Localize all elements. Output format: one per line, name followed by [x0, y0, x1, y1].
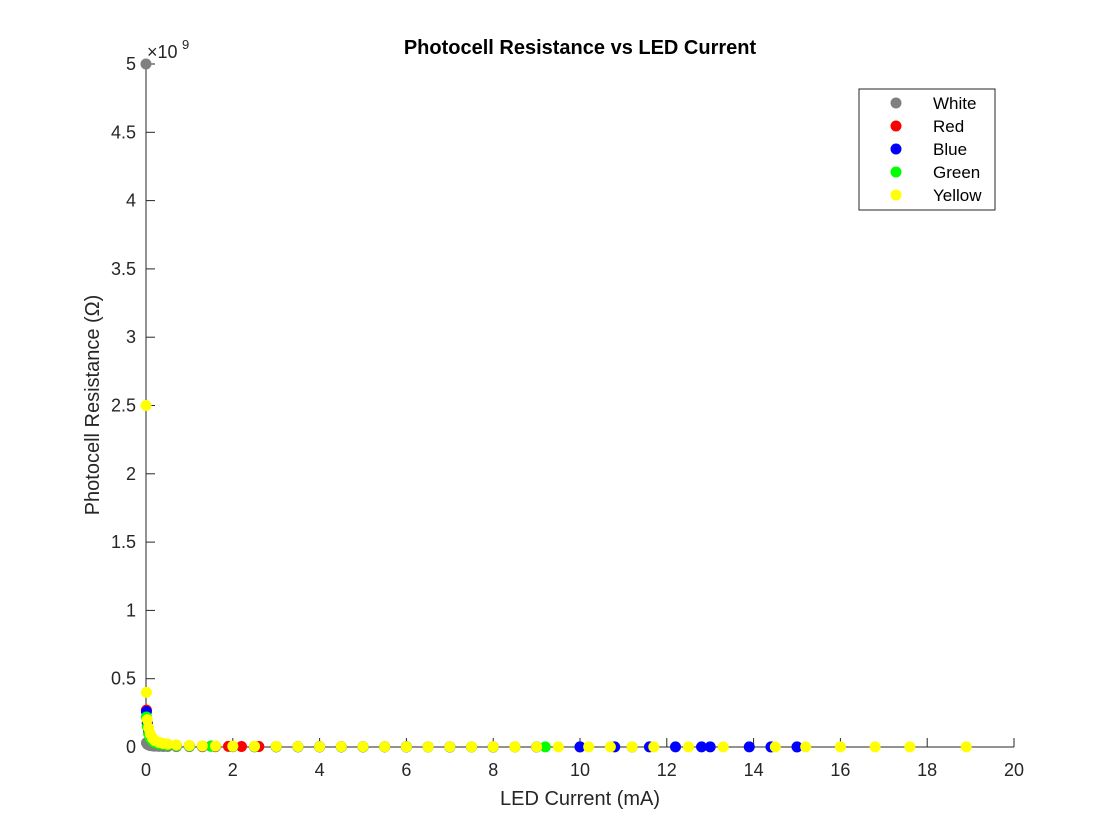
legend-label-red: Red [933, 117, 964, 136]
series-yellow [140, 400, 972, 753]
data-point-yellow [196, 740, 208, 752]
legend-box [858, 88, 996, 211]
x-tick-label: 12 [657, 760, 677, 780]
y-exponent-label: ×10 9 [147, 37, 189, 62]
y-tick-label: 0 [126, 737, 136, 757]
data-point-yellow [170, 739, 182, 751]
y-exponent-base: ×10 [147, 42, 178, 62]
data-point-yellow [648, 741, 660, 753]
x-tick-label: 18 [917, 760, 937, 780]
data-point-yellow [379, 741, 391, 753]
x-tick-label: 10 [570, 760, 590, 780]
data-point-yellow [904, 741, 916, 753]
y-axis-label: Photocell Resistance (Ω) [82, 295, 104, 516]
x-tick-label: 6 [401, 760, 411, 780]
data-point-yellow [209, 740, 221, 752]
data-point-yellow [292, 741, 304, 753]
data-point-yellow [140, 686, 152, 698]
y-tick-label: 2.5 [111, 396, 136, 416]
data-point-yellow [487, 741, 499, 753]
data-point-yellow [335, 741, 347, 753]
y-tick-label: 3 [126, 327, 136, 347]
x-tick-label: 20 [1004, 760, 1024, 780]
legend-marker-white [890, 97, 902, 109]
data-point-blue [696, 741, 708, 753]
data-point-yellow [140, 400, 152, 411]
legend-marker-red [890, 120, 902, 132]
legend-marker-green [890, 166, 902, 178]
legend-marker-yellow [890, 189, 902, 201]
data-point-white [140, 58, 152, 70]
data-point-yellow [626, 741, 638, 753]
data-point-yellow [249, 740, 260, 752]
x-tick-label: 8 [488, 760, 498, 780]
data-point-green [539, 741, 551, 753]
data-point-blue [669, 741, 681, 753]
y-tick-label: 3.5 [111, 259, 136, 279]
data-point-yellow [583, 741, 595, 753]
y-tick-label: 1 [126, 600, 136, 620]
data-point-yellow [227, 740, 239, 752]
legend-label-green: Green [933, 163, 980, 182]
x-axis-label: LED Current (mA) [500, 788, 660, 810]
y-tick-label: 4 [126, 191, 136, 211]
x-tick-label: 4 [315, 760, 325, 780]
data-point-blue [791, 741, 803, 753]
data-point-blue [574, 741, 586, 753]
y-tick-label: 5 [126, 54, 136, 74]
data-point-yellow [162, 738, 174, 750]
chart-legend: White Red Blue Green Yellow [858, 88, 996, 211]
data-point-yellow [141, 714, 153, 726]
data-point-yellow [357, 741, 369, 753]
x-tick-label: 14 [744, 760, 764, 780]
data-point-yellow [270, 740, 282, 752]
data-point-yellow [444, 741, 456, 753]
plot-area: 0 2 4 6 8 10 12 14 16 18 20 0 0.5 1 1.5 2 2.5 3 3.5 4 4.5 5 [111, 54, 1024, 780]
data-point-yellow [314, 741, 326, 753]
data-point-yellow [604, 741, 616, 753]
y-tick-label: 1.5 [111, 532, 136, 552]
data-point-yellow [800, 741, 812, 753]
chart-title: Photocell Resistance vs LED Current [404, 37, 757, 59]
y-tick-label: 4.5 [111, 122, 136, 142]
y-tick-label: 2 [126, 464, 136, 484]
data-point-yellow [400, 741, 412, 753]
y-tick-label: 0.5 [111, 669, 136, 689]
data-point-yellow [834, 741, 846, 753]
data-point-yellow [869, 741, 881, 753]
data-point-blue [743, 741, 755, 753]
legend-label-white: White [933, 94, 976, 113]
data-point-yellow [960, 741, 972, 753]
data-point-yellow [717, 741, 729, 753]
data-point-yellow [552, 741, 564, 753]
data-point-yellow [683, 741, 694, 753]
data-point-red [235, 740, 247, 752]
legend-marker-blue [890, 143, 902, 155]
data-point-yellow [769, 741, 781, 753]
legend-label-blue: Blue [933, 140, 967, 159]
x-tick-label: 2 [228, 760, 238, 780]
data-point-yellow [422, 741, 434, 753]
legend-label-yellow: Yellow [933, 186, 982, 205]
x-tick-label: 16 [830, 760, 850, 780]
data-point-yellow [509, 741, 521, 753]
data-point-yellow [531, 741, 543, 753]
data-point-blue [704, 741, 716, 753]
y-exponent-power: 9 [182, 37, 189, 52]
data-point-yellow [466, 741, 477, 753]
data-point-yellow [183, 739, 195, 751]
x-tick-label: 0 [141, 760, 151, 780]
